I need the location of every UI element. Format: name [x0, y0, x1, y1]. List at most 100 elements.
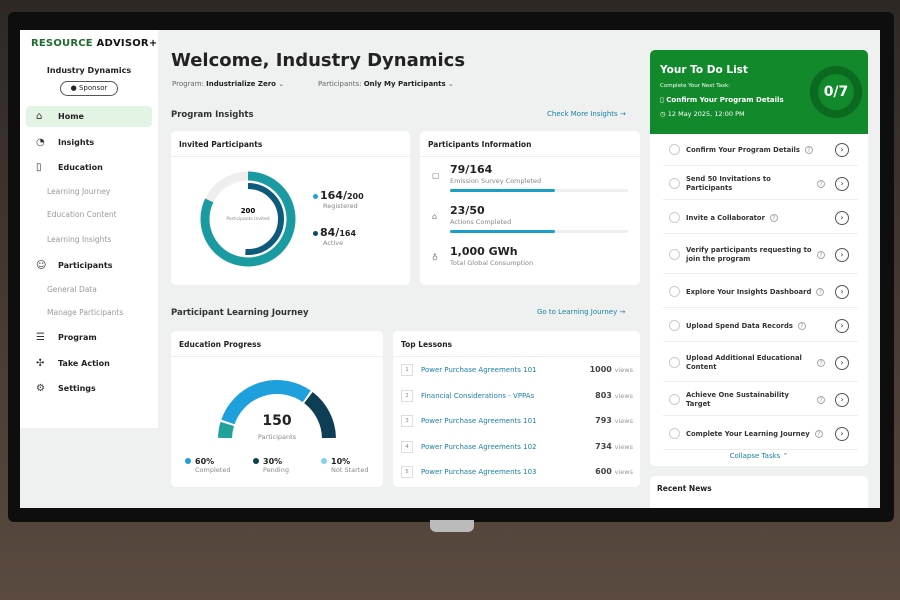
help-icon[interactable]: ?	[817, 396, 825, 404]
lesson-row[interactable]: 1 Power Purchase Agreements 101 1000 views	[401, 361, 633, 381]
lesson-title[interactable]: Financial Considerations - VPPAs	[421, 391, 535, 400]
help-icon[interactable]: ?	[817, 251, 825, 259]
todo-task[interactable]: Upload Spend Data Records? ›	[663, 310, 858, 342]
due-date: ◷ 12 May 2025, 12:00 PM	[660, 110, 745, 118]
next-task-link[interactable]: ▯ Confirm Your Program Details	[660, 96, 784, 104]
chevron-right-icon[interactable]: ›	[835, 393, 849, 407]
chevron-right-icon[interactable]: ›	[835, 248, 849, 262]
chevron-right-icon[interactable]: ›	[835, 285, 849, 299]
lesson-title[interactable]: Power Purchase Agreements 103	[421, 468, 537, 476]
task-checkbox[interactable]	[669, 428, 680, 439]
sidebar-subitem[interactable]: Education Content	[47, 210, 117, 219]
org-name: Industry Dynamics	[46, 66, 132, 75]
lesson-row[interactable]: 3 Power Purchase Agreements 101 793 views	[401, 412, 633, 432]
chevron-right-icon[interactable]: ›	[835, 427, 849, 441]
todo-task[interactable]: Explore Your Insights Dashboard? ›	[663, 276, 858, 308]
chevron-up-icon: ⌃	[782, 452, 789, 460]
card-title: Top Lessons	[393, 331, 640, 357]
todo-task[interactable]: Achieve One Sustainability Target? ›	[663, 384, 858, 416]
gauge-segment	[218, 421, 234, 439]
chevron-right-icon[interactable]: ›	[835, 211, 849, 225]
list-icon: ☰	[36, 332, 45, 343]
lesson-title[interactable]: Power Purchase Agreements 102	[421, 442, 537, 451]
task-checkbox[interactable]	[669, 357, 680, 368]
task-checkbox[interactable]	[669, 212, 680, 223]
chevron-right-icon[interactable]: ›	[835, 356, 849, 370]
sidebar-item[interactable]: ✣ Take Action	[26, 353, 152, 374]
help-icon[interactable]: ?	[769, 214, 778, 222]
sidebar-item-label: Participants	[58, 261, 113, 270]
task-checkbox[interactable]	[669, 286, 680, 297]
help-icon[interactable]: ?	[817, 180, 825, 188]
chevron-right-icon[interactable]: ›	[835, 319, 849, 333]
legend-dot	[185, 458, 191, 464]
help-icon[interactable]: ?	[817, 359, 825, 367]
sidebar-item[interactable]: ☰ Program	[26, 327, 152, 348]
help-icon[interactable]: ?	[797, 322, 806, 330]
recent-news-title: Recent News	[657, 484, 712, 493]
registered-stat: 164/200 Registered	[313, 189, 364, 210]
sidebar-item-label: Insights	[58, 138, 95, 147]
sidebar-item-label: Program	[58, 333, 97, 342]
todo-task[interactable]: Confirm Your Program Details? ›	[663, 134, 858, 166]
todo-task[interactable]: Verify participants requesting to join t…	[663, 236, 858, 274]
task-checkbox[interactable]	[669, 144, 680, 155]
info-progress-bar	[450, 189, 628, 192]
info-value: 1,000 GWh	[450, 245, 518, 258]
sidebar-subitem[interactable]: Manage Participants	[47, 308, 124, 317]
task-checkbox[interactable]	[669, 394, 680, 405]
go-to-learning-journey-link[interactable]: Go to Learning Journey →	[537, 308, 626, 316]
participants-filter[interactable]: Participants: Only My Participants ⌄	[318, 80, 454, 88]
collapse-tasks-button[interactable]: Collapse Tasks ⌃	[729, 452, 789, 460]
active-stat: 84/164 Active	[313, 226, 356, 247]
lesson-title[interactable]: Power Purchase Agreements 101	[421, 366, 537, 374]
lesson-title[interactable]: Power Purchase Agreements 101	[421, 417, 537, 425]
chevron-right-icon[interactable]: ›	[835, 143, 849, 157]
lesson-rank: 1	[401, 364, 413, 376]
sidebar-item[interactable]: ☺ Participants	[26, 255, 152, 276]
task-label: Complete Your Learning Journey	[686, 429, 810, 438]
progress-gauge	[218, 380, 336, 439]
lesson-row[interactable]: 5 Power Purchase Agreements 103 600 views	[401, 463, 633, 483]
help-icon[interactable]: ?	[804, 146, 813, 154]
sidebar-item[interactable]: ▯ Education	[26, 157, 152, 178]
help-icon[interactable]: ?	[816, 288, 825, 296]
todo-task[interactable]: Invite a Collaborator? ›	[663, 202, 858, 234]
sidebar-subitem[interactable]: Learning Insights	[47, 235, 112, 244]
sidebar-item-label: Home	[58, 112, 84, 121]
legend-item: 30% Pending	[253, 457, 289, 474]
gauge-center-label: Participants	[257, 433, 297, 441]
task-label: Explore Your Insights Dashboard	[686, 287, 812, 296]
lesson-row[interactable]: 2 Financial Considerations - VPPAs 803 vie…	[401, 387, 633, 407]
info-label: Total Global Consumption	[450, 259, 534, 267]
legend-dot	[253, 458, 259, 464]
recent-news-card: Recent News	[650, 476, 868, 508]
todo-list: Confirm Your Program Details? › Send 50 In…	[650, 134, 868, 466]
info-value: 23/50	[450, 204, 485, 217]
sidebar-item[interactable]: ⚙ Settings	[26, 378, 152, 399]
sidebar-subitem[interactable]: Learning Journey	[47, 187, 111, 196]
sidebar-item[interactable]: ⌂ Home	[26, 106, 152, 127]
info-label: Emission Survey Completed	[450, 177, 542, 185]
sidebar-subitem[interactable]: General Data	[47, 285, 97, 294]
task-checkbox[interactable]	[669, 178, 680, 189]
task-label: Upload Additional Educational Content	[686, 354, 802, 371]
section-title: Participant Learning Journey	[171, 308, 309, 318]
lesson-rank: 2	[401, 389, 413, 402]
legend-item: 10% Not Started	[321, 457, 368, 474]
help-icon[interactable]: ?	[814, 430, 823, 438]
todo-task[interactable]: Upload Additional Educational Content? ›	[663, 344, 858, 382]
sidebar-item[interactable]: ◔ Insights	[26, 132, 152, 153]
check-more-insights-link[interactable]: Check More Insights →	[547, 110, 626, 118]
todo-task[interactable]: Send 50 Invitations to Participants? ›	[663, 168, 858, 200]
lesson-row[interactable]: 4 Power Purchase Agreements 102 734 views	[401, 438, 633, 458]
task-checkbox[interactable]	[669, 249, 680, 260]
program-filter[interactable]: Program: Industrialize Zero ⌄	[172, 80, 285, 88]
chevron-right-icon[interactable]: ›	[835, 177, 849, 191]
todo-task[interactable]: Complete Your Learning Journey? ›	[663, 418, 858, 450]
task-label: Invite a Collaborator	[686, 213, 765, 222]
task-checkbox[interactable]	[669, 320, 680, 331]
page-title: Welcome, Industry Dynamics	[171, 50, 466, 71]
legend-dot	[313, 194, 318, 199]
lesson-views: 734 views	[595, 441, 633, 451]
